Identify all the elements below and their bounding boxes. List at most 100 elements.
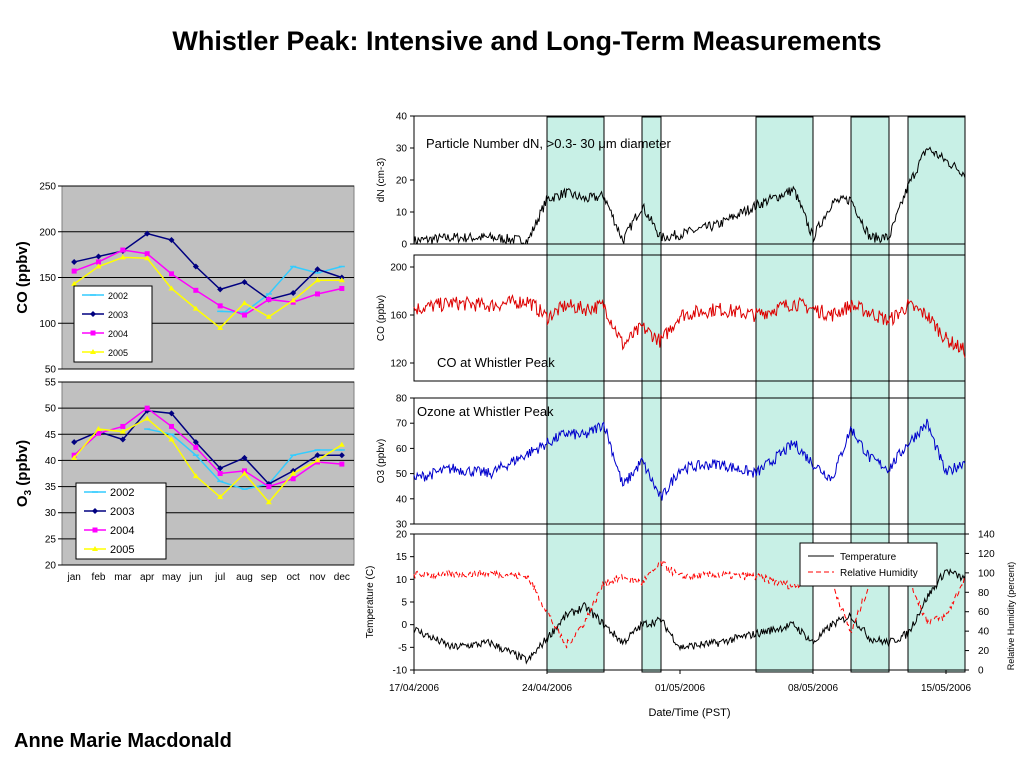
data-point (120, 247, 126, 253)
particle-ytick-label: 10 (396, 208, 408, 219)
o3-monthly-ytick-label: 55 (45, 378, 57, 389)
o3-monthly-xtick-label: nov (309, 572, 325, 583)
data-point (169, 271, 174, 277)
co-monthly-ytick-label: 200 (39, 227, 56, 238)
data-point (338, 452, 345, 459)
met-ts-legend (799, 542, 938, 587)
data-point (120, 423, 126, 429)
o3-monthly-xtick-label: aug (236, 572, 253, 583)
series-line-2003 (73, 409, 342, 485)
o3-monthly-xtick-label: feb (92, 572, 106, 583)
o3-monthly-xtick-label: oct (286, 572, 300, 583)
data-point (217, 465, 224, 472)
met-ts-y2tick-label: 0 (978, 666, 984, 677)
o3-monthly-xtick-label: jun (188, 572, 202, 583)
o3-monthly-ytick-label: 30 (45, 508, 57, 519)
data-point (90, 330, 96, 336)
co-ts-annotation: CO at Whistler Peak (437, 355, 555, 370)
ozone-ts-annotation: Ozone at Whistler Peak (417, 404, 554, 419)
data-point (192, 263, 199, 270)
data-point (71, 268, 77, 274)
data-point (314, 457, 321, 463)
legend-label-2002: 2002 (110, 487, 134, 499)
ozone-ts-ytick-label: 40 (396, 494, 408, 505)
ozone-ts-ytick-label: 70 (396, 419, 408, 430)
data-point (266, 296, 272, 302)
data-point (314, 452, 321, 459)
data-point (168, 410, 175, 417)
data-point (290, 290, 297, 297)
ozone-ts-series-line (413, 418, 966, 501)
o3-monthly-xtick-label: jan (66, 572, 80, 583)
xtick-label: 15/05/2006 (921, 683, 971, 694)
data-point (119, 254, 126, 260)
met-ts-y2tick-label: 40 (978, 627, 990, 638)
data-point (144, 405, 150, 411)
co-monthly-chart: 50 100 150 200 250 CO (ppbv) 2002 2003 2004 2005 (14, 182, 355, 376)
met-ts-chart: -10 -5 0 5 10 15 20 Temperature (C) 0 20 40 60 80 100… (365, 530, 1016, 720)
data-point (242, 312, 247, 318)
xtick-label: 17/04/2006 (389, 683, 439, 694)
data-point (71, 439, 78, 446)
met-ts-ylabel: Temperature (C) (365, 566, 376, 639)
series-line-2004 (73, 407, 342, 488)
author-name: Anne Marie Macdonald (14, 730, 232, 752)
legend-label-2003: 2003 (110, 506, 134, 518)
data-point (265, 313, 272, 319)
data-point (290, 470, 297, 476)
data-point (71, 280, 78, 286)
data-point (339, 461, 345, 467)
o3-monthly-xtick-label: jul (214, 572, 225, 583)
data-point (144, 415, 151, 421)
met-ts-y2tick-label: 120 (978, 549, 995, 560)
data-point (217, 494, 224, 500)
data-point (315, 291, 320, 297)
met-ts-ytick-label: 5 (401, 598, 407, 609)
ozone-ts-frame (413, 397, 966, 525)
data-point (217, 471, 223, 476)
data-point (265, 499, 272, 505)
co-monthly-ytick-label: 50 (45, 365, 57, 376)
legend-label-2005: 2005 (110, 544, 134, 556)
series-line-relative-humidity (413, 560, 966, 649)
data-point (92, 508, 98, 514)
co-ts-ylabel: CO (ppbv) (376, 295, 387, 341)
data-point (217, 303, 223, 309)
met-ts-ytick-label: -5 (398, 643, 407, 654)
data-point (71, 258, 78, 265)
o3-monthly-ytick-label: 25 (45, 534, 57, 545)
series-line-temperature (413, 567, 966, 665)
data-point (119, 428, 126, 434)
data-point (92, 527, 98, 533)
data-point (96, 259, 101, 265)
data-point (290, 476, 296, 482)
data-point (71, 454, 78, 460)
data-point (314, 266, 321, 273)
ozone-ts-ytick-label: 30 (396, 520, 408, 531)
data-point (241, 454, 248, 461)
series-line-2002 (220, 265, 343, 314)
o3-monthly-chart: 20 25 30 35 40 45 50 55 jan feb mar apr may jun jul aug… (14, 378, 355, 583)
particle-annotation: Particle Number dN, >0.3- 30 μm diameter (426, 136, 672, 151)
data-point (241, 470, 248, 476)
data-point (90, 349, 96, 354)
legend-label-temperature: Temperature (840, 552, 897, 563)
met-ts-xlabel: Date/Time (PST) (648, 707, 730, 719)
legend-label-relative-humidity: Relative Humidity (840, 568, 918, 579)
series-line-2005 (73, 417, 343, 504)
data-point (95, 263, 102, 269)
series-line-2004 (73, 249, 342, 316)
data-point (192, 439, 199, 446)
ozone-ts-ytick-label: 80 (396, 394, 408, 405)
met-ts-y2tick-label: 20 (978, 646, 990, 657)
particle-series-line (413, 146, 966, 245)
co-monthly-ytick-label: 100 (39, 319, 56, 330)
met-ts-y2tick-label: 80 (978, 588, 990, 599)
page-title: Whistler Peak: Intensive and Long-Term M… (172, 26, 882, 56)
o3-monthly-xtick-label: apr (140, 572, 155, 583)
co-monthly-legend (73, 285, 153, 363)
o3-monthly-xtick-label: sep (261, 572, 278, 583)
particle-ytick-label: 0 (401, 240, 407, 251)
data-point (144, 255, 151, 261)
